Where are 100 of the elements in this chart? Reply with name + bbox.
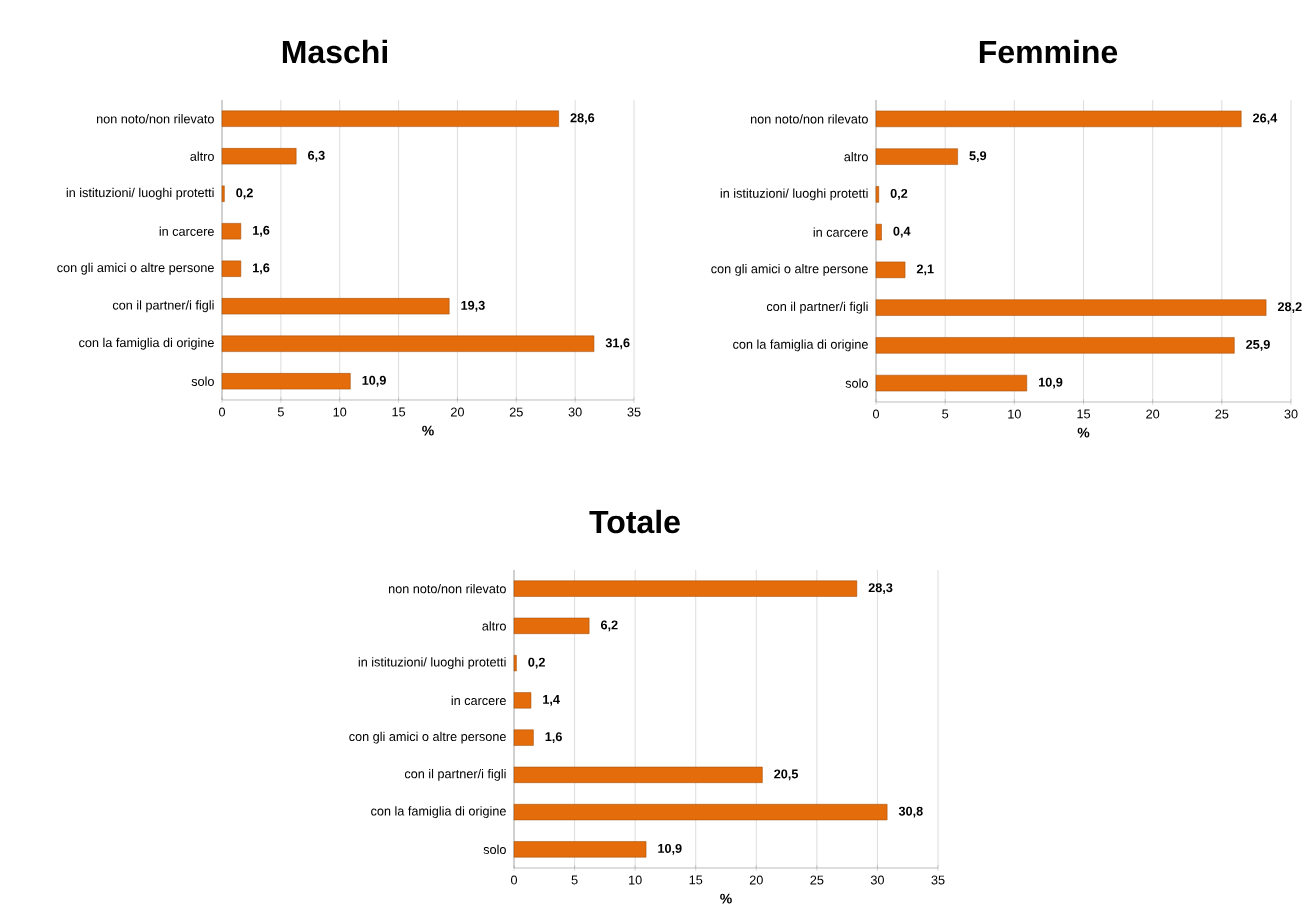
y-tick-label: con la famiglia di origine bbox=[371, 806, 506, 819]
x-axis-title: % bbox=[720, 893, 732, 904]
data-label: 5,9 bbox=[969, 151, 987, 163]
x-axis-title: % bbox=[1077, 427, 1090, 438]
y-tick-label: con il partner/i figli bbox=[766, 301, 868, 314]
x-tick-label: 20 bbox=[1146, 409, 1160, 419]
data-label: 10,9 bbox=[658, 843, 682, 855]
y-tick-label: altro bbox=[844, 151, 868, 162]
data-label: 0,2 bbox=[236, 188, 253, 200]
data-label: 1,4 bbox=[543, 695, 560, 706]
data-label: 25,9 bbox=[1246, 339, 1270, 351]
y-tick-label: non noto/non rilevato bbox=[388, 583, 506, 594]
y-tick-label: con la famiglia di origine bbox=[733, 339, 868, 352]
data-label: 30,8 bbox=[898, 806, 923, 818]
y-tick-label: con il partner/i figli bbox=[112, 300, 214, 313]
data-label: 20,5 bbox=[774, 769, 799, 781]
bar bbox=[513, 692, 532, 709]
bar bbox=[221, 298, 450, 315]
x-tick-label: 35 bbox=[931, 875, 945, 885]
x-tick-label: 5 bbox=[571, 875, 578, 885]
chart-title: Totale bbox=[589, 509, 680, 534]
data-label: 28,2 bbox=[1277, 302, 1302, 314]
x-tick-label: 0 bbox=[872, 409, 880, 419]
y-tick-label: solo bbox=[483, 844, 506, 855]
x-axis-title: % bbox=[422, 425, 434, 436]
data-label: 0,2 bbox=[528, 657, 545, 669]
chart-title: Femmine bbox=[979, 39, 1118, 64]
x-tick-label: 5 bbox=[277, 407, 284, 417]
data-label: 6,3 bbox=[308, 150, 325, 162]
x-tick-label: 0 bbox=[218, 407, 226, 417]
y-tick-label: solo bbox=[191, 376, 214, 386]
data-label: 2,1 bbox=[916, 264, 934, 276]
bar bbox=[221, 223, 242, 240]
data-label: 28,3 bbox=[868, 583, 893, 595]
bar bbox=[513, 804, 888, 821]
y-tick-label: in istituzioni/ luoghi protetti bbox=[66, 187, 214, 200]
x-tick-label: 15 bbox=[392, 407, 406, 417]
bar bbox=[221, 110, 559, 127]
y-tick-label: in carcere bbox=[451, 695, 506, 706]
x-tick-label: 10 bbox=[1008, 409, 1021, 419]
data-label: 1,6 bbox=[545, 732, 562, 744]
data-label: 6,2 bbox=[600, 620, 618, 632]
x-tick-label: 15 bbox=[1077, 409, 1091, 419]
x-tick-label: 15 bbox=[689, 875, 703, 885]
x-tick-label: 20 bbox=[749, 875, 763, 885]
x-tick-label: 35 bbox=[627, 407, 641, 417]
x-tick-label: 10 bbox=[629, 875, 642, 885]
y-tick-label: non noto/non rilevato bbox=[750, 114, 868, 124]
bar bbox=[875, 148, 958, 165]
data-label: 31,6 bbox=[605, 338, 630, 350]
bar bbox=[513, 766, 763, 783]
y-tick-label: con la famiglia di origine bbox=[79, 337, 214, 350]
data-label: 28,6 bbox=[570, 113, 595, 125]
bar bbox=[221, 185, 225, 202]
y-tick-label: con il partner/i figli bbox=[404, 768, 506, 781]
bar bbox=[875, 337, 1235, 354]
x-tick-label: 25 bbox=[1215, 409, 1229, 419]
data-label: 19,3 bbox=[461, 300, 485, 312]
y-tick-label: in carcere bbox=[159, 226, 214, 236]
bar bbox=[875, 299, 1267, 316]
y-tick-label: in carcere bbox=[813, 227, 868, 237]
x-tick-label: 10 bbox=[333, 407, 347, 417]
y-tick-label: con gli amici o altre persone bbox=[349, 731, 506, 744]
x-tick-label: 30 bbox=[870, 875, 884, 885]
bar bbox=[221, 373, 351, 390]
data-label: 10,9 bbox=[1038, 377, 1063, 389]
bar bbox=[513, 580, 858, 597]
data-label: 10,9 bbox=[362, 375, 386, 387]
data-label: 26,4 bbox=[1253, 113, 1278, 125]
bar bbox=[221, 335, 595, 352]
bar bbox=[875, 374, 1028, 392]
chart-title: Maschi bbox=[282, 39, 387, 64]
x-tick-label: 5 bbox=[942, 409, 949, 419]
bar bbox=[221, 148, 297, 165]
y-tick-label: solo bbox=[845, 378, 868, 388]
x-tick-label: 30 bbox=[568, 407, 582, 417]
x-tick-label: 25 bbox=[810, 875, 824, 885]
y-tick-label: non noto/non rilevato bbox=[96, 114, 214, 124]
bar bbox=[513, 841, 647, 858]
data-label: 1,6 bbox=[253, 263, 270, 275]
x-tick-label: 20 bbox=[451, 407, 464, 417]
x-tick-label: 30 bbox=[1284, 409, 1298, 419]
data-label: 0,2 bbox=[890, 188, 908, 200]
y-tick-label: con gli amici o altre persone bbox=[711, 263, 868, 276]
bar bbox=[875, 110, 1242, 128]
x-tick-label: 25 bbox=[509, 407, 523, 417]
data-label: 1,6 bbox=[253, 225, 270, 237]
bar bbox=[875, 223, 882, 241]
x-tick-label: 0 bbox=[510, 875, 518, 885]
data-label: 0,4 bbox=[893, 226, 911, 238]
y-tick-label: altro bbox=[190, 151, 214, 161]
bar bbox=[513, 617, 590, 634]
bar bbox=[875, 261, 906, 279]
y-tick-label: altro bbox=[482, 621, 506, 631]
bar bbox=[875, 186, 880, 203]
bar bbox=[513, 729, 534, 746]
y-tick-label: con gli amici o altre persone bbox=[57, 262, 214, 275]
bar bbox=[513, 655, 517, 672]
y-tick-label: in istituzioni/ luoghi protetti bbox=[720, 188, 868, 201]
bar bbox=[221, 260, 242, 277]
